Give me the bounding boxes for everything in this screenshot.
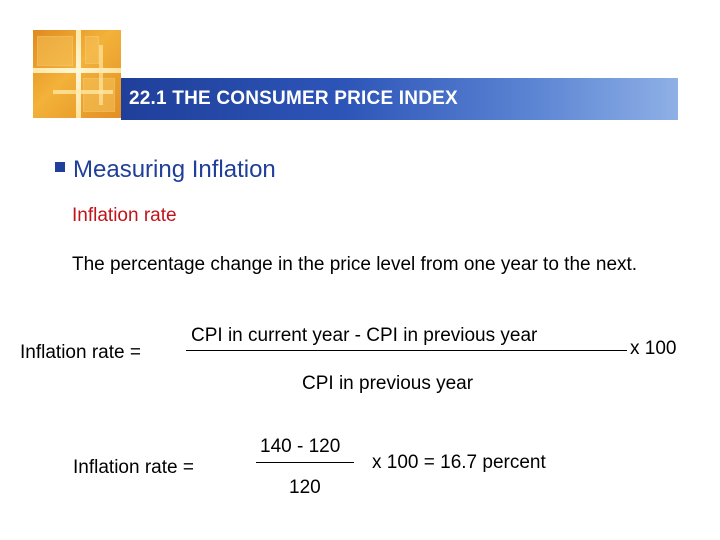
formula-fraction-line bbox=[186, 350, 627, 351]
square-bullet-icon bbox=[55, 162, 65, 172]
formula-denominator: CPI in previous year bbox=[302, 373, 474, 394]
slide-title: 22.1 THE CONSUMER PRICE INDEX bbox=[129, 88, 458, 109]
logo-image bbox=[33, 30, 121, 118]
bullet-item: Measuring Inflation bbox=[55, 156, 276, 186]
formula-multiplier: x 100 bbox=[630, 338, 677, 359]
bullet-text: Measuring Inflation bbox=[73, 156, 276, 183]
example-result: x 100 = 16.7 percent bbox=[372, 452, 546, 473]
formula-label: Inflation rate = bbox=[20, 342, 141, 363]
example-label: Inflation rate = bbox=[73, 457, 194, 478]
title-bar bbox=[121, 78, 678, 120]
example-denominator: 120 bbox=[289, 477, 321, 498]
formula-numerator: CPI in current year - CPI in previous ye… bbox=[191, 325, 538, 346]
example-numerator: 140 - 120 bbox=[260, 436, 341, 457]
definition-text: The percentage change in the price level… bbox=[72, 254, 638, 275]
sub-heading: Inflation rate bbox=[72, 205, 177, 226]
example-fraction-line bbox=[256, 462, 354, 463]
